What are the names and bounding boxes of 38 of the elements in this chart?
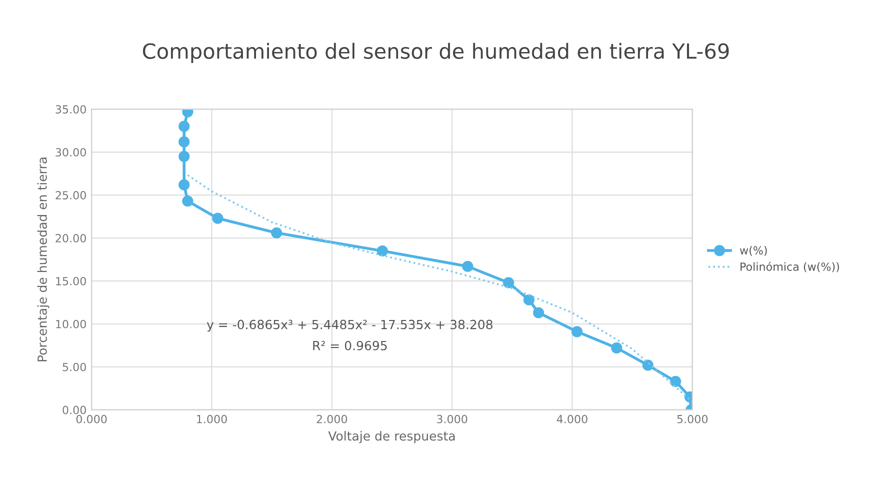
x-tick-label: 0.000 xyxy=(76,414,107,424)
point xyxy=(212,212,224,224)
point xyxy=(642,360,654,371)
legend-label: w(%) xyxy=(740,246,767,256)
point xyxy=(523,294,535,306)
y-tick-label: 25.00 xyxy=(56,191,86,200)
y-tick-label: 15.00 xyxy=(56,276,86,286)
x-tick-label: 2.000 xyxy=(316,414,348,424)
x-tick-label: 3.000 xyxy=(436,414,468,424)
point xyxy=(271,227,282,238)
point xyxy=(182,196,194,207)
annotation: y = -0.6865x³ + 5.4485x² - 17.535x + 38.208 xyxy=(206,320,492,332)
point xyxy=(462,260,474,272)
line-series xyxy=(186,174,692,403)
annotation: R² = 0.9695 xyxy=(313,340,387,350)
point xyxy=(571,326,583,338)
y-axis-title: Porcentaje de humedad en tierra xyxy=(37,158,50,362)
x-tick-label: 4.000 xyxy=(556,414,588,424)
point xyxy=(178,120,190,132)
y-tick-label: 5.00 xyxy=(62,362,86,372)
y-tick-label: 20.00 xyxy=(56,234,86,242)
point xyxy=(178,150,190,162)
y-tick-label: 10.00 xyxy=(56,320,86,328)
point xyxy=(376,245,388,256)
y-tick-label: 30.00 xyxy=(56,148,86,157)
point xyxy=(178,179,190,190)
point xyxy=(502,277,514,288)
point xyxy=(533,307,544,318)
point xyxy=(611,342,622,354)
legend-label: Polinómica (w(%)) xyxy=(740,262,839,272)
y-tick-label: 35.00 xyxy=(56,105,86,114)
x-tick-label: 5.000 xyxy=(677,414,708,424)
x-tick-label: 1.000 xyxy=(197,414,227,424)
point xyxy=(670,376,682,388)
y-tick-label: 0.00 xyxy=(62,406,86,414)
chart-title: Comportamiento del sensor de humedad en tierra YL-69 xyxy=(142,42,729,63)
x-axis-title: Voltaje de respuesta xyxy=(328,430,455,444)
point xyxy=(178,136,190,148)
